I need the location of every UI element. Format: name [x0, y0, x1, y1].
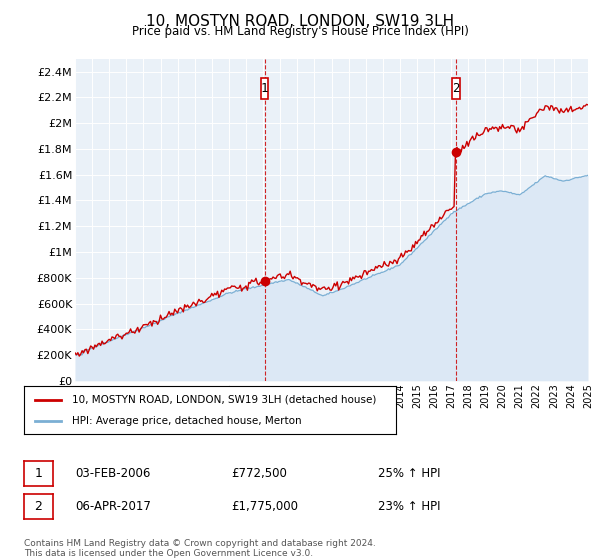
Text: £772,500: £772,500 — [231, 466, 287, 480]
Text: 03-FEB-2006: 03-FEB-2006 — [75, 466, 151, 480]
Text: 23% ↑ HPI: 23% ↑ HPI — [378, 500, 440, 514]
Text: 10, MOSTYN ROAD, LONDON, SW19 3LH: 10, MOSTYN ROAD, LONDON, SW19 3LH — [146, 14, 454, 29]
Text: £1,775,000: £1,775,000 — [231, 500, 298, 514]
Text: 2: 2 — [34, 500, 43, 514]
Text: 1: 1 — [34, 466, 43, 480]
Text: Price paid vs. HM Land Registry's House Price Index (HPI): Price paid vs. HM Land Registry's House … — [131, 25, 469, 38]
Text: 06-APR-2017: 06-APR-2017 — [75, 500, 151, 514]
Text: 1: 1 — [261, 82, 268, 95]
Text: 10, MOSTYN ROAD, LONDON, SW19 3LH (detached house): 10, MOSTYN ROAD, LONDON, SW19 3LH (detac… — [73, 395, 377, 405]
Text: HPI: Average price, detached house, Merton: HPI: Average price, detached house, Mert… — [73, 416, 302, 426]
Text: 2: 2 — [452, 82, 460, 95]
Text: Contains HM Land Registry data © Crown copyright and database right 2024.
This d: Contains HM Land Registry data © Crown c… — [24, 539, 376, 558]
FancyBboxPatch shape — [452, 78, 460, 99]
Text: 25% ↑ HPI: 25% ↑ HPI — [378, 466, 440, 480]
FancyBboxPatch shape — [261, 78, 268, 99]
